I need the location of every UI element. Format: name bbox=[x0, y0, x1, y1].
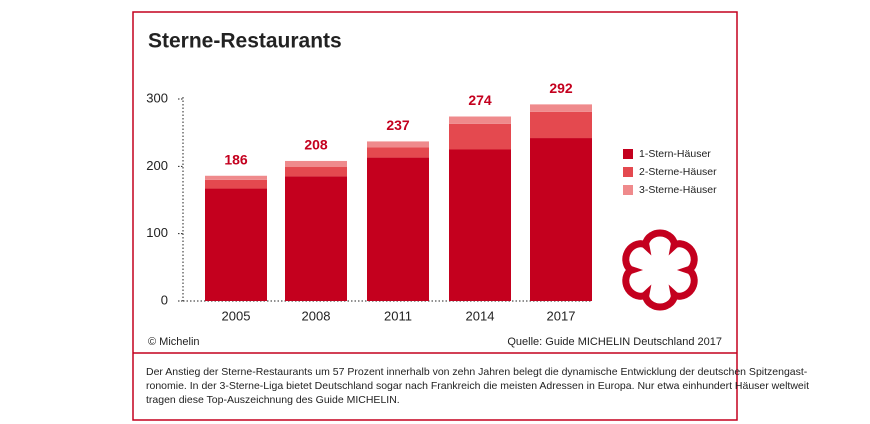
x-tick-label: 2008 bbox=[302, 308, 331, 323]
y-tick-label: 100 bbox=[146, 225, 168, 240]
source: Quelle: Guide MICHELIN Deutschland 2017 bbox=[507, 336, 722, 348]
michelin-star-icon bbox=[622, 229, 698, 311]
bar-segment bbox=[205, 188, 267, 301]
bar-segment bbox=[367, 147, 429, 158]
x-tick-label: 2011 bbox=[384, 308, 412, 323]
bar-segment bbox=[285, 160, 347, 168]
bar-segment bbox=[449, 149, 511, 301]
total-label: 237 bbox=[386, 117, 410, 133]
caption-line: ronomie. In der 3-Sterne-Liga bietet Deu… bbox=[146, 380, 809, 392]
total-label: 274 bbox=[468, 92, 492, 108]
x-tick-label: 2017 bbox=[547, 308, 576, 323]
y-tick-label: 0 bbox=[161, 292, 168, 307]
total-label: 208 bbox=[304, 137, 328, 153]
bar-segment bbox=[530, 104, 592, 112]
bar-segment bbox=[367, 141, 429, 148]
copyright: © Michelin bbox=[148, 336, 200, 348]
chart-title: Sterne-Restaurants bbox=[148, 30, 342, 53]
frame bbox=[132, 11, 738, 421]
legend-swatch bbox=[623, 167, 633, 177]
total-label: 292 bbox=[549, 80, 573, 96]
legend-swatch bbox=[623, 185, 633, 195]
bar-segment bbox=[530, 138, 592, 301]
caption-line: tragen diese Top-Auszeichnung des Guide … bbox=[146, 394, 400, 406]
bar-segment bbox=[285, 176, 347, 301]
bar-segment bbox=[530, 111, 592, 139]
bar-segment bbox=[367, 157, 429, 301]
bar-segment bbox=[285, 167, 347, 177]
x-tick-label: 2005 bbox=[222, 308, 251, 323]
y-tick-label: 300 bbox=[146, 90, 168, 105]
x-tick-label: 2014 bbox=[466, 308, 495, 323]
y-tick-label: 200 bbox=[146, 158, 168, 173]
bar-segment bbox=[205, 179, 267, 189]
legend-label: 2-Sterne-Häuser bbox=[639, 166, 717, 178]
legend-label: 3-Sterne-Häuser bbox=[639, 184, 717, 196]
legend-label: 1-Stern-Häuser bbox=[639, 148, 711, 160]
legend-swatch bbox=[623, 149, 633, 159]
bar-segment bbox=[449, 123, 511, 150]
bar-segment bbox=[205, 175, 267, 180]
bar-segment bbox=[449, 116, 511, 124]
caption-line: Der Anstieg der Sterne-Restaurants um 57… bbox=[146, 366, 808, 378]
total-label: 186 bbox=[224, 151, 248, 167]
